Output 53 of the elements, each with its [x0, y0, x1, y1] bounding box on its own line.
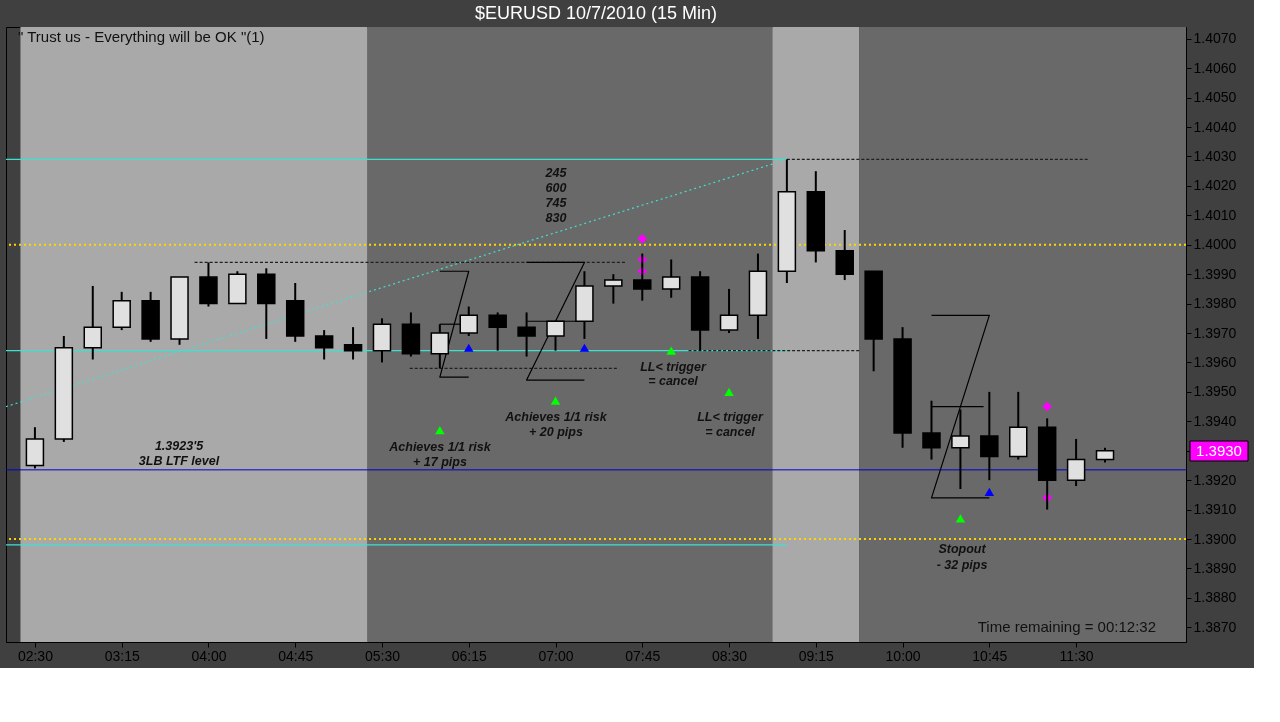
y-tick-label: 1.3870	[1193, 618, 1237, 635]
annotation: " Trust us - Everything will be OK "(1)	[18, 28, 265, 45]
x-tick-label: 05:30	[364, 647, 401, 664]
y-tick-label: 1.3920	[1193, 471, 1237, 488]
x-tick-label: 06:15	[451, 647, 487, 664]
annotation: LL< trigger	[640, 360, 707, 374]
y-tick-label: 1.4020	[1193, 177, 1237, 194]
annotation: - 32 pips	[936, 558, 988, 572]
annotation: Achieves 1/1 risk	[504, 410, 608, 424]
x-tick-label: 11:30	[1059, 647, 1094, 664]
y-tick-label: 1.3880	[1193, 589, 1237, 606]
annotation: 745	[545, 196, 568, 210]
y-tick-label: 1.4010	[1193, 206, 1237, 223]
y-tick-label: 1.3960	[1193, 353, 1237, 370]
x-tick-label: 10:00	[885, 647, 921, 664]
y-tick-label: 1.4060	[1193, 59, 1237, 76]
y-tick-label: 1.3940	[1193, 412, 1237, 429]
y-tick-label: 1.4000	[1193, 236, 1237, 253]
y-tick-label: 1.3980	[1193, 295, 1237, 312]
annotation: Time remaining = 00:12:32	[977, 618, 1156, 635]
x-tick-label: 07:45	[625, 647, 661, 664]
y-tick-label: 1.3950	[1193, 383, 1237, 400]
annotation: 830	[545, 211, 567, 225]
x-tick-label: 07:00	[538, 647, 574, 664]
y-tick-label: 1.4040	[1193, 118, 1237, 135]
annotation: = cancel	[705, 425, 756, 439]
x-tick-label: 10:45	[972, 647, 1008, 664]
annotation: 3LB LTF level	[138, 454, 220, 468]
x-tick-label: 04:00	[191, 647, 227, 664]
annotation: 1.3923'5	[154, 439, 205, 453]
text: 1.3930	[1196, 442, 1242, 459]
y-tick-label: 1.3970	[1193, 324, 1237, 341]
x-tick-label: 03:15	[104, 647, 140, 664]
annotation: + 17 pips	[413, 455, 467, 469]
annotation: = cancel	[648, 374, 699, 388]
y-tick-label: 1.4070	[1193, 30, 1237, 47]
annotation: Stopout	[938, 542, 987, 556]
annotation: Achieves 1/1 risk	[388, 440, 492, 454]
chart-title: $EURUSD 10/7/2010 (15 Min)	[474, 3, 718, 23]
x-tick-label: 02:30	[17, 647, 54, 664]
annotation: + 20 pips	[529, 425, 583, 439]
x-tick-label: 08:30	[712, 647, 748, 664]
annotation: LL< trigger	[697, 410, 764, 424]
annotation: 245	[544, 166, 568, 180]
x-tick-label: 04:45	[278, 647, 314, 664]
y-tick-label: 1.4050	[1193, 89, 1237, 106]
y-tick-label: 1.4030	[1193, 147, 1237, 164]
y-tick-label: 1.3900	[1193, 530, 1237, 547]
y-tick-label: 1.3990	[1193, 265, 1237, 282]
x-tick-label: 09:15	[798, 647, 835, 664]
y-tick-label: 1.3890	[1193, 559, 1237, 576]
y-tick-label: 1.3910	[1193, 501, 1237, 518]
annotation: 600	[545, 181, 567, 195]
